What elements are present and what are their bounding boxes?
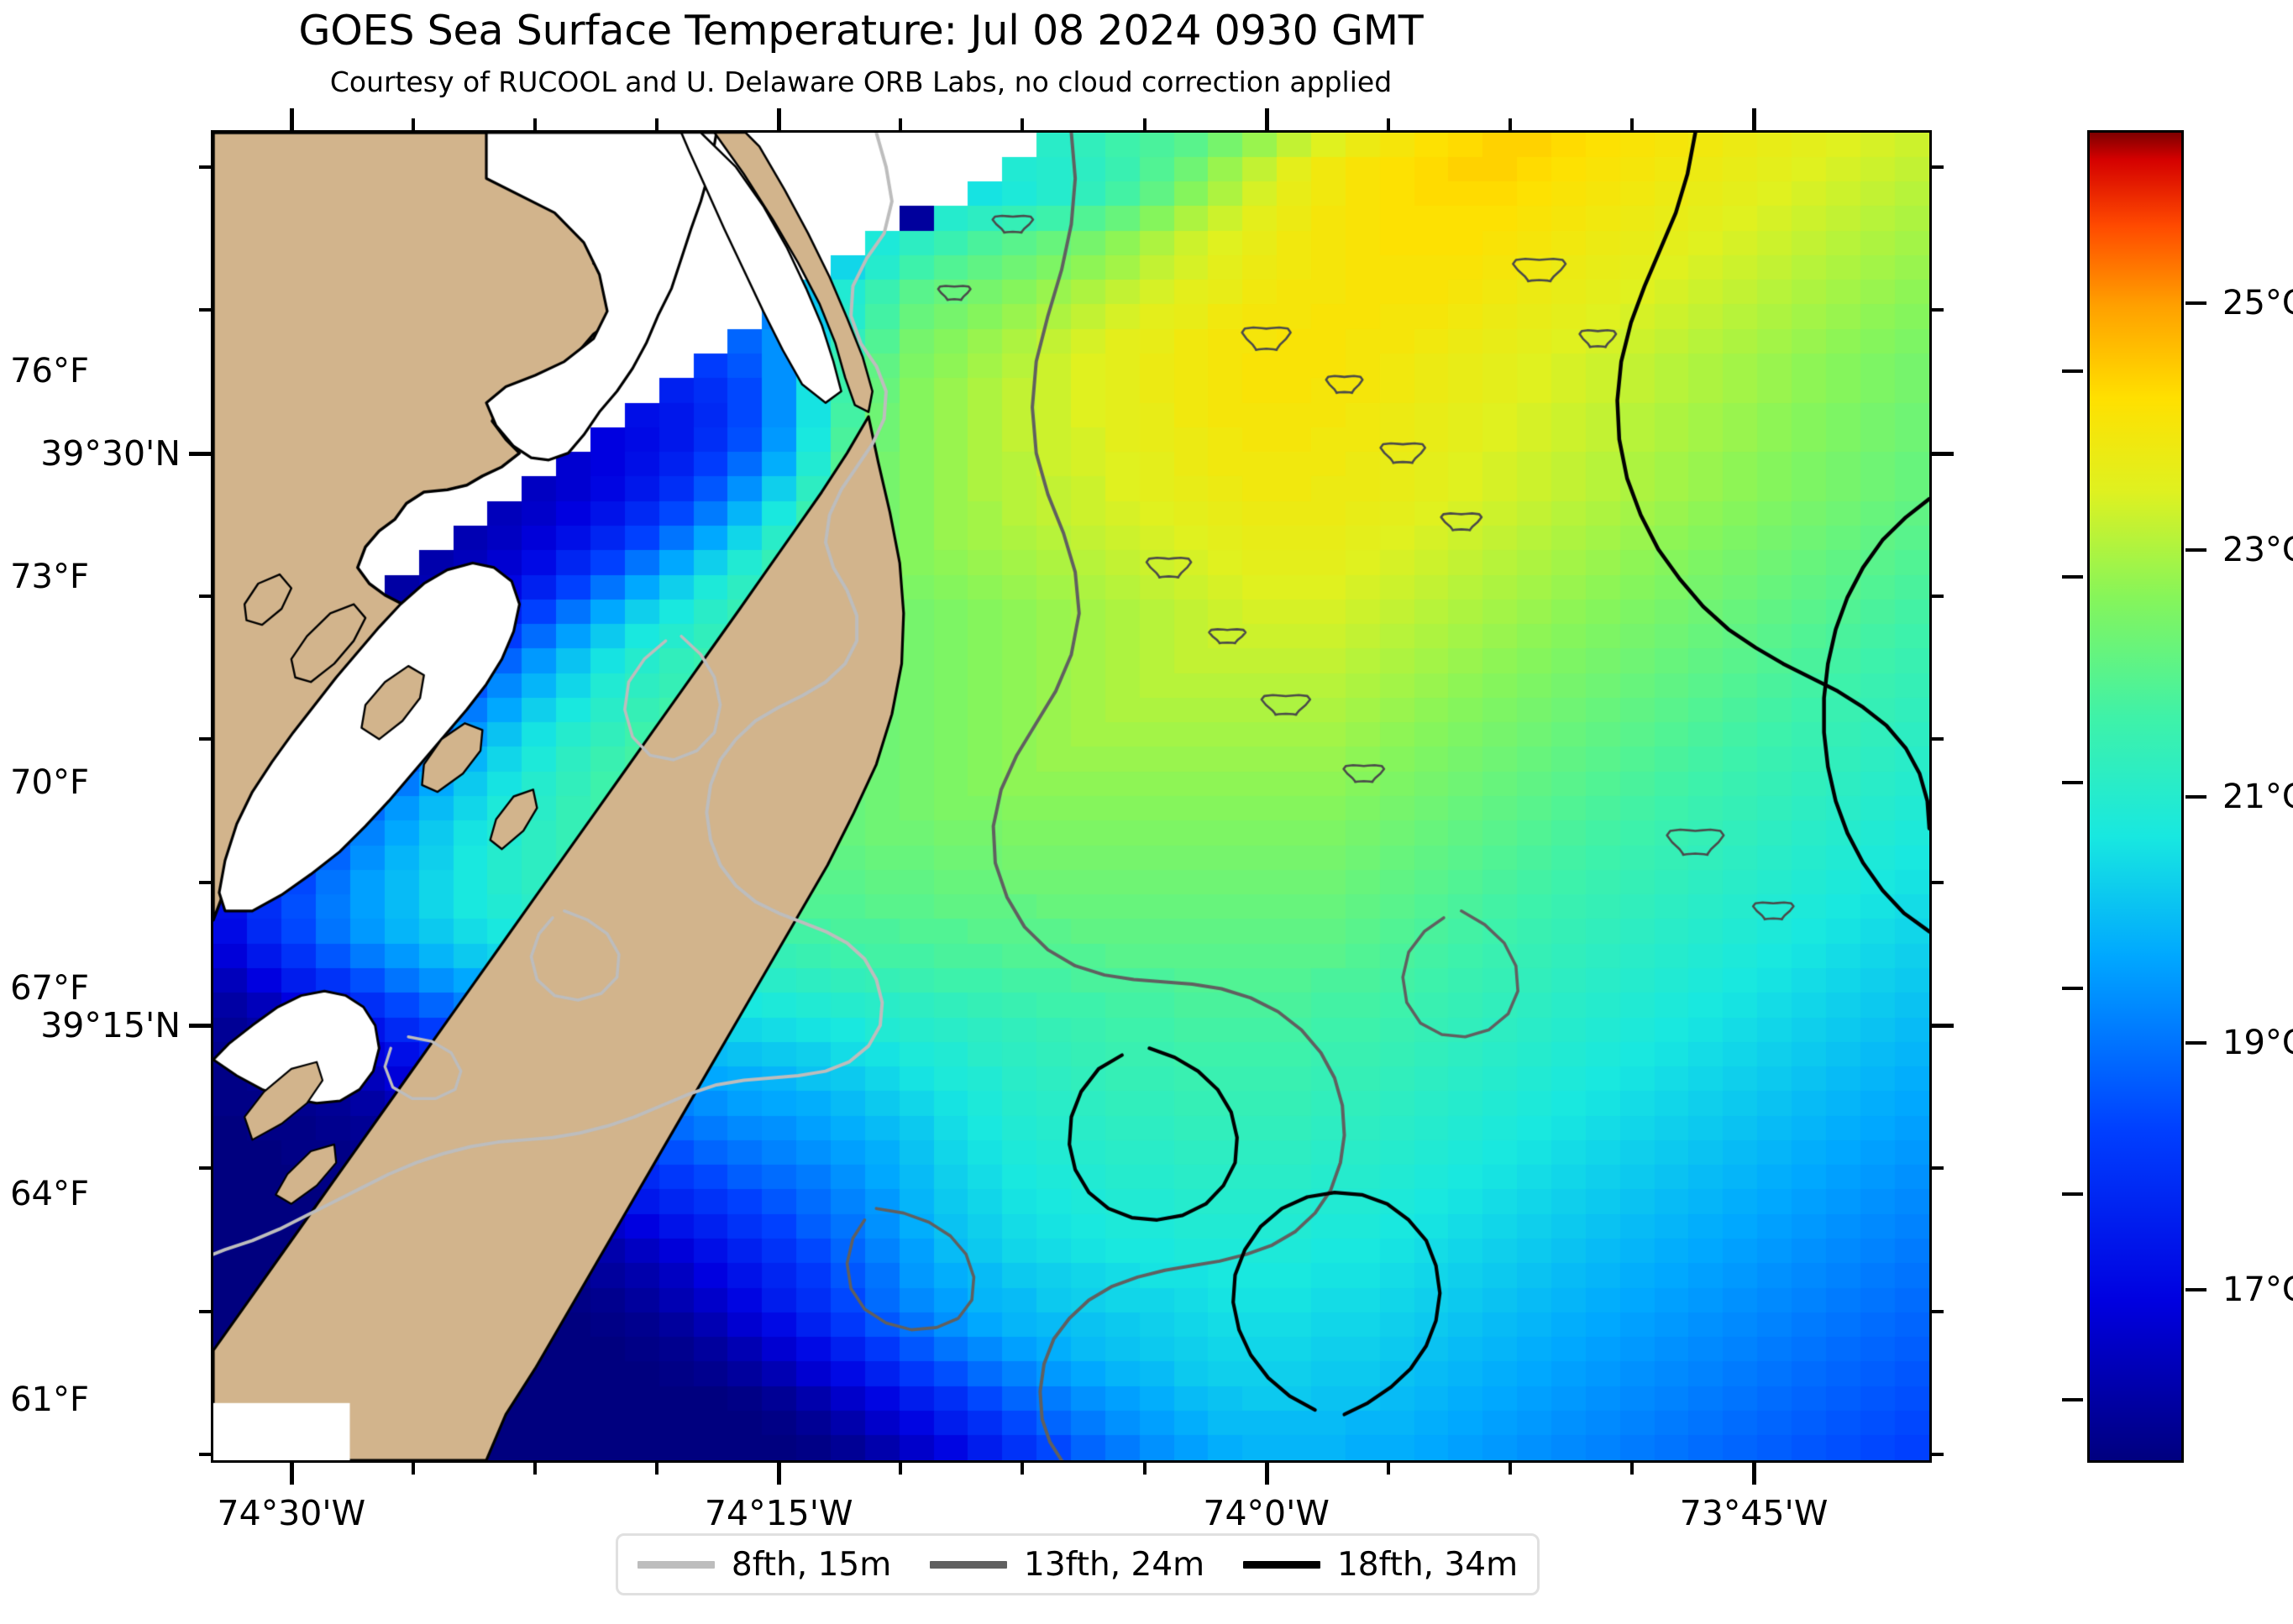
bathymetry-legend[interactable]: 8fth, 15m 13fth, 24m 18fth, 34m	[616, 1533, 1540, 1595]
x-tick-minor	[1508, 1463, 1512, 1475]
page-subtitle: Courtesy of RUCOOL and U. Delaware ORB L…	[329, 65, 1393, 98]
legend-item-18fth[interactable]: 18fth, 34m	[1242, 1545, 1519, 1584]
x-tick-minor	[533, 1463, 538, 1475]
x-tick-major-b-1	[777, 1463, 782, 1485]
y-tick-minor	[1932, 165, 1944, 169]
x-tick-major-3	[1752, 108, 1757, 130]
x-tick-minor	[899, 1463, 903, 1475]
x-tick-major-2	[1264, 108, 1269, 130]
y-tick-minor	[199, 880, 211, 884]
colorbar-f-tick-5	[2062, 1397, 2083, 1401]
colorbar-f-label-4: 64°F	[10, 1174, 89, 1213]
colorbar-c-label-2: 21°C	[2222, 777, 2293, 816]
x-tick-major-b-3	[1752, 1463, 1757, 1485]
colorbar-c-label-1: 23°C	[2222, 530, 2293, 569]
x-tick-major-1	[777, 108, 782, 130]
x-tick-minor	[1021, 118, 1025, 130]
page-title: GOES Sea Surface Temperature: Jul 08 202…	[298, 7, 1424, 55]
y-tick-minor	[1932, 1166, 1944, 1171]
colorbar-f-tick-4	[2062, 1192, 2083, 1196]
x-axis-label-2: 74°0'W	[1203, 1493, 1330, 1533]
y-tick-minor	[1932, 594, 1944, 598]
x-tick-minor	[1142, 1463, 1146, 1475]
x-tick-major-b-0	[289, 1463, 294, 1485]
x-axis-label-0: 74°30'W	[217, 1493, 366, 1533]
x-tick-minor	[899, 118, 903, 130]
y-tick-minor	[199, 594, 211, 598]
x-tick-minor	[533, 118, 538, 130]
colorbar-f-label-3: 67°F	[10, 969, 89, 1008]
x-tick-minor	[411, 1463, 415, 1475]
legend-item-13fth[interactable]: 13fth, 24m	[930, 1546, 1204, 1584]
y-tick-minor	[1932, 1309, 1944, 1313]
x-tick-minor	[1142, 118, 1146, 130]
y-tick-minor	[199, 737, 211, 741]
legend-swatch-18fth	[1242, 1560, 1320, 1569]
y-tick-minor	[1932, 737, 1944, 741]
y-tick-minor	[199, 308, 211, 312]
colorbar-f-label-1: 73°F	[10, 558, 89, 597]
y-tick-minor	[199, 1309, 211, 1313]
y-tick-minor	[1932, 1453, 1944, 1457]
colorbar-c-label-3: 19°C	[2222, 1024, 2293, 1063]
x-tick-minor	[411, 118, 415, 130]
colorbar-f-label-2: 70°F	[10, 763, 89, 803]
y-tick-major-1	[189, 1024, 211, 1029]
x-tick-minor	[1386, 1463, 1390, 1475]
y-tick-minor	[1932, 880, 1944, 884]
x-tick-major-b-2	[1264, 1463, 1269, 1485]
legend-label-18fth: 18fth, 34m	[1336, 1545, 1519, 1584]
x-tick-major-0	[289, 108, 294, 130]
y-tick-minor	[1932, 308, 1944, 312]
x-tick-minor	[655, 1463, 659, 1475]
y-tick-minor	[199, 1453, 211, 1457]
y-tick-major-0	[189, 451, 211, 456]
colorbar-f-label-0: 76°F	[10, 352, 89, 391]
x-tick-minor	[1021, 1463, 1025, 1475]
y-axis-label-1: 39°15'N	[40, 1005, 181, 1046]
colorbar[interactable]	[2087, 130, 2184, 1463]
colorbar-c-tick-0	[2185, 301, 2206, 305]
colorbar-f-label-5: 61°F	[10, 1380, 89, 1419]
legend-label-13fth: 13fth, 24m	[1024, 1545, 1205, 1584]
y-tick-minor	[199, 1166, 211, 1171]
x-tick-minor	[1629, 1463, 1634, 1475]
colorbar-c-label-4: 17°C	[2222, 1270, 2293, 1310]
colorbar-f-tick-0	[2062, 369, 2083, 374]
legend-swatch-13fth	[930, 1560, 1008, 1569]
x-tick-minor	[655, 118, 659, 130]
x-tick-minor	[1629, 118, 1634, 130]
colorbar-c-tick-2	[2185, 794, 2206, 799]
y-axis-label-0: 39°30'N	[40, 432, 181, 474]
colorbar-c-tick-4	[2185, 1288, 2206, 1292]
legend-item-8fth[interactable]: 8fth, 15m	[637, 1545, 892, 1584]
legend-label-8fth: 8fth, 15m	[731, 1545, 892, 1584]
legend-swatch-8fth	[637, 1560, 715, 1569]
coastline-bathymetry-layer	[213, 133, 1929, 1460]
x-tick-minor	[1386, 118, 1390, 130]
x-axis-label-3: 73°45'W	[1679, 1493, 1829, 1533]
colorbar-f-tick-1	[2062, 575, 2083, 579]
x-tick-minor	[1508, 118, 1512, 130]
y-tick-minor	[199, 165, 211, 169]
colorbar-c-tick-1	[2185, 547, 2206, 552]
colorbar-c-label-0: 25°C	[2222, 283, 2293, 322]
colorbar-f-tick-3	[2062, 987, 2083, 991]
colorbar-f-tick-2	[2062, 781, 2083, 785]
y-tick-major-r-1	[1932, 1024, 1954, 1029]
colorbar-c-tick-3	[2185, 1041, 2206, 1045]
sst-map-plot[interactable]	[211, 130, 1932, 1463]
x-axis-label-1: 74°15'W	[704, 1493, 853, 1533]
y-tick-major-r-0	[1932, 451, 1954, 456]
